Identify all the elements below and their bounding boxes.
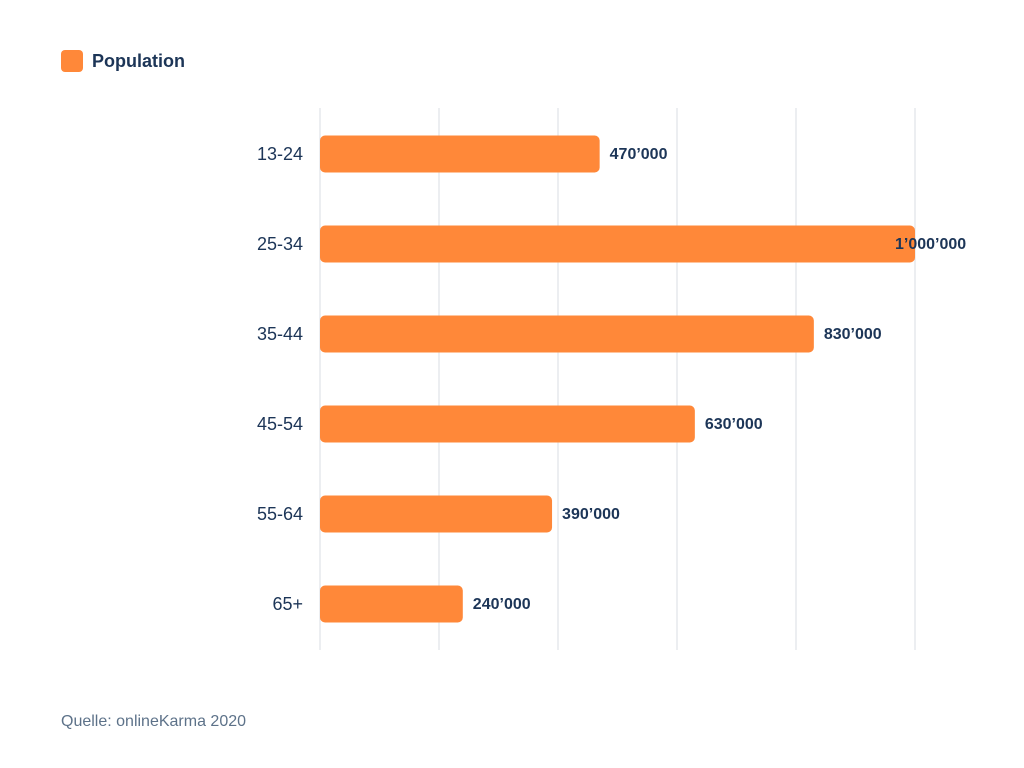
- value-label: 240’000: [473, 596, 531, 613]
- category-label: 13-24: [257, 144, 303, 164]
- category-label: 35-44: [257, 324, 303, 344]
- value-label: 830’000: [824, 326, 882, 343]
- category-label: 55-64: [257, 504, 303, 524]
- value-label: 1’000’000: [895, 236, 966, 253]
- category-label: 25-34: [257, 234, 303, 254]
- value-label: 390’000: [562, 506, 620, 523]
- bar: [320, 315, 814, 353]
- bar: [320, 585, 463, 623]
- value-label: 470’000: [610, 146, 668, 163]
- source-note: Quelle: onlineKarma 2020: [61, 713, 247, 730]
- category-label: 65+: [272, 594, 303, 614]
- bar: [320, 135, 600, 173]
- bar: [320, 495, 553, 533]
- bar: [320, 405, 695, 443]
- legend: Population: [61, 50, 185, 72]
- legend-swatch: [61, 50, 83, 72]
- value-label: 630’000: [705, 416, 763, 433]
- legend-label: Population: [92, 50, 185, 71]
- bar: [320, 225, 915, 263]
- category-label: 45-54: [257, 414, 303, 434]
